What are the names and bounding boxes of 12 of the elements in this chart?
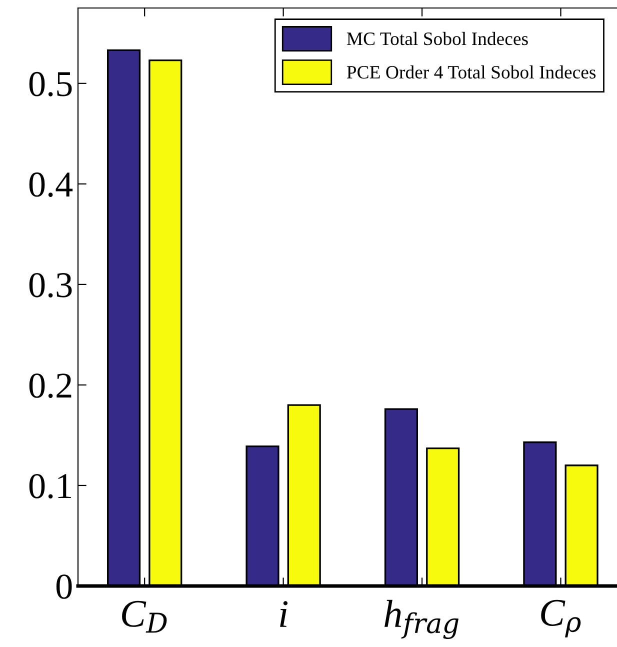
y-tick-label: 0 — [56, 574, 72, 599]
legend-label: PCE Order 4 Total Sobol Indeces — [346, 65, 596, 79]
y-tick-label: 0.4 — [29, 172, 73, 197]
y-tick-label: 0.3 — [29, 272, 72, 298]
x-tick-label: C$_{D}$ — [122, 600, 167, 633]
legend-label: MC Total Sobol Indeces — [346, 32, 528, 46]
y-tick-label: 0.2 — [29, 373, 72, 398]
x-tick-label: i — [280, 601, 288, 627]
x-tick-label: h$_{frag}$ — [384, 600, 459, 639]
x-tick-label: C$_{ρ}$ — [541, 600, 581, 638]
y-tick-label: 0.5 — [29, 72, 72, 96]
y-tick-label: 0.1 — [29, 474, 71, 499]
